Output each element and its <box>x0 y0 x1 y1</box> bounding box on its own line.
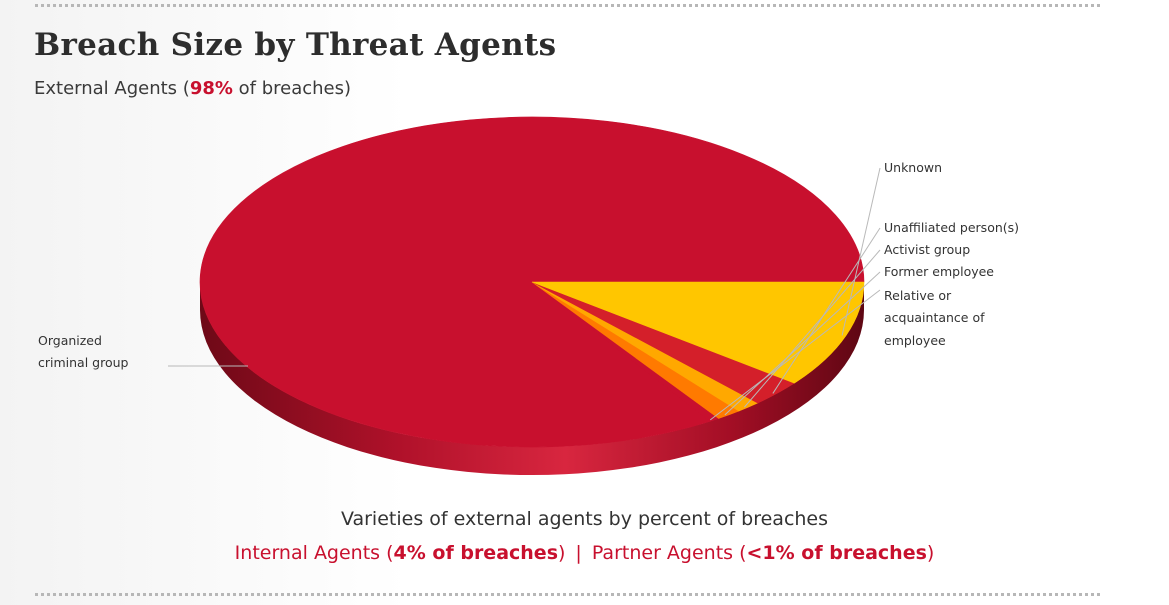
label-unaffiliated-person-s: Unaffiliated person(s) <box>884 220 1019 235</box>
internal-prefix: Internal Agents ( <box>234 542 394 564</box>
footer-separator: | <box>575 542 582 564</box>
pie-rim-side <box>200 282 864 475</box>
leader-unaffiliated-person-s <box>772 227 881 394</box>
chart-subtitle: External Agents (98% of breaches) <box>34 78 351 99</box>
label-leaders <box>168 167 881 421</box>
subtitle-percent: 98% <box>189 78 233 99</box>
label-relative-or-acquaintance-of-employee-line2: acquaintance of <box>884 310 985 325</box>
partner-percent: <1% of breaches <box>746 542 927 564</box>
label-organized-criminal-group-line2: criminal group <box>38 355 129 370</box>
pie-rim <box>200 282 864 475</box>
slice-labels: Organized criminal group Relative or acquai… <box>38 160 1019 370</box>
leader-relative-or-acquaintance-of-employee <box>709 289 881 421</box>
leader-activist-group <box>744 249 881 408</box>
chart-caption: Varieties of external agents by percent … <box>340 508 829 530</box>
subtitle-suffix: of breaches) <box>232 78 352 99</box>
partner-suffix: ) <box>926 542 935 564</box>
subtitle-prefix: External Agents ( <box>34 78 190 99</box>
top-divider <box>35 4 1100 7</box>
pie-slices <box>199 116 865 448</box>
leader-former-employee <box>724 271 881 416</box>
label-activist-group: Activist group <box>884 242 970 257</box>
chart-title: Breach Size by Threat Agents <box>34 27 557 63</box>
internal-suffix: ) <box>558 542 566 564</box>
pie-slice-unknown <box>531 281 865 384</box>
partner-prefix: Partner Agents ( <box>591 542 747 564</box>
label-relative-or-acquaintance-of-employee-line1: Relative or <box>884 288 952 303</box>
internal-percent: 4% of breaches <box>393 542 558 564</box>
label-unknown: Unknown <box>884 160 942 175</box>
bottom-divider <box>35 593 1100 596</box>
footer-note: Internal Agents (4% of breaches) | Partner… <box>0 542 1169 564</box>
label-relative-or-acquaintance-of-employee-line3: employee <box>884 333 946 348</box>
leader-unknown <box>841 167 881 336</box>
label-organized-criminal-group-line1: Organized <box>38 333 102 348</box>
label-former-employee: Former employee <box>884 264 994 279</box>
